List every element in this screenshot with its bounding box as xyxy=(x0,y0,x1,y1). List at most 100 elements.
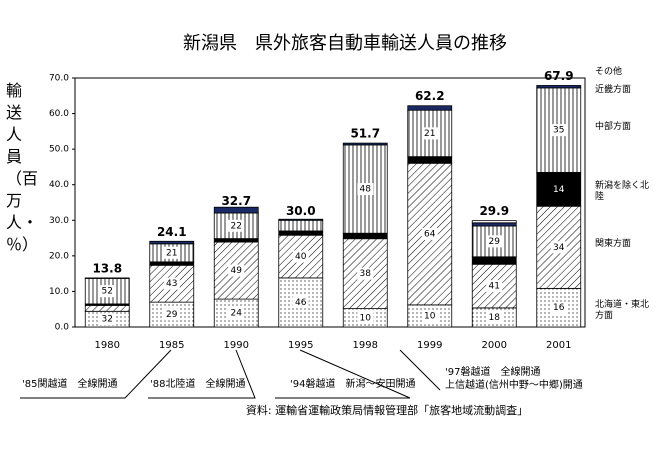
bar-segment xyxy=(471,222,517,227)
data-label: 18 xyxy=(489,313,501,323)
data-label: 22 xyxy=(231,221,242,231)
x-tick-label: 1990 xyxy=(224,340,249,351)
source: 資料: 運輸省運輸政策局情報管理部「旅客地域流動調査」 xyxy=(246,403,528,417)
label-bg xyxy=(163,246,180,259)
data-label: 41 xyxy=(489,282,500,292)
y-tick-label: 30.0 xyxy=(49,216,69,226)
data-label: 29 xyxy=(166,310,178,320)
bar-segment xyxy=(471,220,517,224)
data-label: 21 xyxy=(166,248,177,258)
bar-segment xyxy=(278,219,324,232)
data-label: 24 xyxy=(231,309,243,319)
label-bg xyxy=(99,313,116,326)
annotation-lines xyxy=(20,349,441,399)
annotation: 上信越道(信州中野～中郷)開通 xyxy=(445,378,583,391)
label-bg xyxy=(163,277,180,290)
bar-segment xyxy=(213,206,259,214)
data-label: 29 xyxy=(489,237,501,247)
label-bg xyxy=(357,267,374,280)
y-axis-label: 輸送人員（百万人・％） xyxy=(6,81,39,254)
legend-entry: 中部方面 xyxy=(595,122,632,133)
bar-segment xyxy=(536,85,582,89)
x-tick-label: 1980 xyxy=(95,340,120,351)
annotation: '85関越道 全線開通 xyxy=(22,377,117,390)
label-bg xyxy=(550,301,567,314)
label-bg xyxy=(228,307,245,320)
x-tick-label: 1985 xyxy=(159,340,184,351)
chart-title: 新潟県 県外旅客自動車輸送人員の推移 xyxy=(183,33,507,54)
label-bg xyxy=(486,280,503,293)
y-tick-label: 70.0 xyxy=(49,74,69,84)
x-tick-label: 2000 xyxy=(482,340,507,351)
legend-entry: 北海道・東北方面 xyxy=(595,299,650,321)
bar-segment xyxy=(149,240,195,245)
label-bg xyxy=(486,235,503,248)
x-tick-label: 2001 xyxy=(546,340,571,351)
label-bg xyxy=(357,311,374,324)
total-label: 67.9 xyxy=(544,69,574,83)
bar-segment xyxy=(536,87,582,173)
data-label: 40 xyxy=(295,252,307,262)
total-label: 30.0 xyxy=(286,204,316,218)
data-label: 14 xyxy=(553,185,565,195)
y-tick-label: 0.0 xyxy=(55,323,70,333)
data-label: 38 xyxy=(360,269,372,279)
label-bg xyxy=(550,124,567,137)
bar-segment xyxy=(278,218,324,221)
bar-segment xyxy=(149,261,195,266)
bar-segment xyxy=(213,238,259,243)
bar-segment xyxy=(407,105,453,111)
plot-frame xyxy=(74,77,586,328)
annotation: '88北陸道 全線開通 xyxy=(150,377,245,390)
label-bg xyxy=(292,296,309,309)
x-tick-label: 1995 xyxy=(288,340,313,351)
y-tick-label: 10.0 xyxy=(49,287,69,297)
data-label: 49 xyxy=(231,266,243,276)
data-label: 52 xyxy=(102,287,113,297)
annotation: '97磐越道 全線開通 xyxy=(445,365,540,378)
data-label: 46 xyxy=(295,298,307,308)
total-label: 24.1 xyxy=(157,225,187,239)
total-label: 29.9 xyxy=(479,204,509,218)
y-tick-label: 60.0 xyxy=(49,109,69,119)
label-bg xyxy=(357,183,374,196)
label-bg xyxy=(486,311,503,324)
label-bg xyxy=(550,183,567,196)
label-bg xyxy=(421,228,438,241)
y-tick-label: 40.0 xyxy=(49,180,69,190)
label-bg xyxy=(228,219,245,232)
data-label: 64 xyxy=(424,230,436,240)
legend-entry: 関東方面 xyxy=(595,239,632,250)
bar-segment xyxy=(407,156,453,164)
x-tick-label: 1999 xyxy=(417,340,442,351)
bar-segment xyxy=(278,230,324,236)
total-label: 51.7 xyxy=(350,127,380,141)
label-bg xyxy=(292,250,309,263)
data-label: 10 xyxy=(424,311,436,321)
bar-segment xyxy=(342,232,388,240)
data-label: 35 xyxy=(553,126,564,136)
total-label: 32.7 xyxy=(221,194,251,208)
label-bg xyxy=(228,264,245,277)
data-label: 48 xyxy=(360,185,372,195)
label-bg xyxy=(99,285,116,298)
data-label: 34 xyxy=(553,243,565,253)
legend-entry: 近畿方面 xyxy=(595,84,632,95)
data-label: 43 xyxy=(166,279,177,289)
data-label: 10 xyxy=(360,313,372,323)
y-tick-label: 50.0 xyxy=(49,145,69,155)
bar-segment xyxy=(471,256,517,265)
bar-segment xyxy=(84,305,130,312)
annotation: '94磐越道 新潟～安田開通 xyxy=(290,377,415,390)
x-tick-label: 1998 xyxy=(353,340,378,351)
total-label: 62.2 xyxy=(415,89,445,103)
total-label: 13.8 xyxy=(92,261,122,275)
label-bg xyxy=(421,309,438,322)
data-label: 16 xyxy=(553,303,565,313)
legend-entry: その他 xyxy=(595,67,623,78)
bar-segment xyxy=(342,142,388,146)
label-bg xyxy=(163,308,180,321)
data-label: 21 xyxy=(424,129,435,139)
